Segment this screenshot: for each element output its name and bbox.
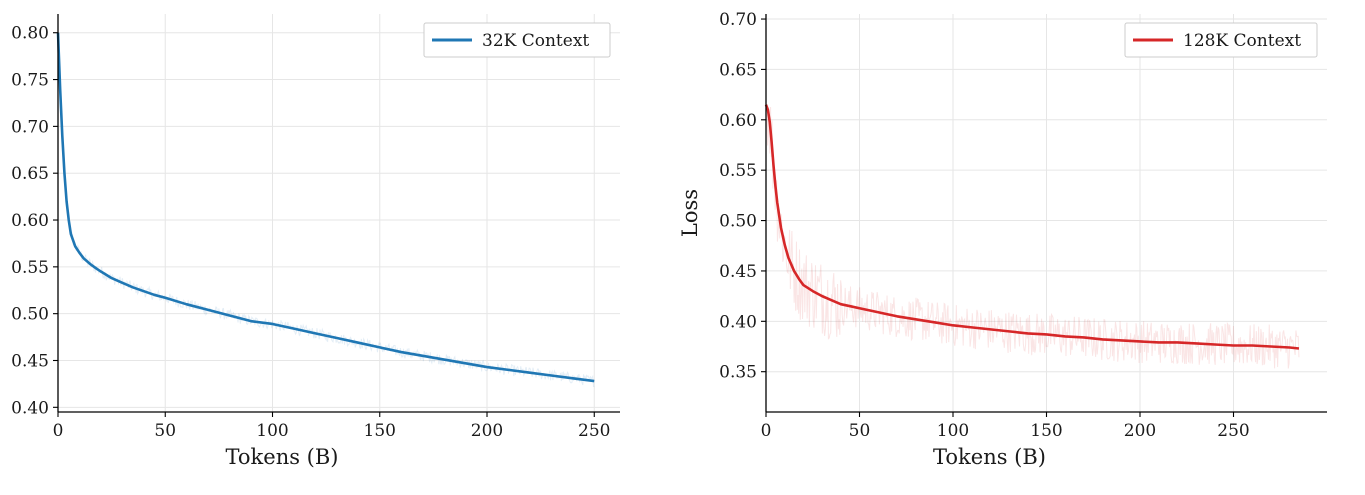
y-axis-title: Loss — [678, 189, 702, 237]
raw-loss-line — [765, 106, 1300, 369]
y-tick-label: 0.70 — [11, 117, 49, 137]
legend-label: 32K Context — [482, 31, 589, 51]
grid — [765, 14, 1327, 412]
y-tick-label: 0.50 — [719, 212, 757, 232]
y-tick-label: 0.40 — [11, 398, 49, 418]
x-tick-label: 0 — [761, 421, 772, 441]
y-tick-label: 0.65 — [11, 164, 49, 184]
legend-label: 128K Context — [1183, 31, 1301, 51]
series-line-32k-context — [56, 32, 595, 383]
y-tick-label: 0.65 — [719, 60, 757, 80]
y-tick-label: 0.50 — [11, 305, 49, 325]
y-tick-label: 0.60 — [719, 111, 757, 131]
y-tick-label: 0.55 — [11, 258, 49, 278]
raw-loss-band — [57, 30, 595, 388]
x-axis-title: Tokens (B) — [933, 445, 1046, 469]
y-tick-label: 0.35 — [719, 363, 757, 383]
y-tick-label: 0.40 — [719, 312, 757, 332]
series-line-128k-context — [764, 104, 1300, 350]
y-tick-label: 0.55 — [719, 161, 757, 181]
x-tick-label: 100 — [256, 421, 288, 441]
chart-panel-1: 0 50 100 150 200 250 0.40 0.45 0.50 0.55 0.60 0.65 0… — [11, 14, 620, 469]
y-tick-label: 0.45 — [719, 262, 757, 282]
x-tick-label: 150 — [364, 421, 396, 441]
x-tick-label: 150 — [1030, 421, 1062, 441]
y-tick-label: 0.80 — [11, 24, 49, 44]
legend: 32K Context — [423, 22, 611, 58]
y-tick-label: 0.70 — [719, 10, 757, 30]
y-tick-label: 0.45 — [11, 351, 49, 371]
chart-panel-2: 0 50 100 150 200 250 0.35 0.40 0.45 0.50 0.55 0.60 0… — [678, 10, 1327, 469]
raw-loss-line — [57, 30, 595, 388]
x-tick-label: 200 — [471, 421, 503, 441]
x-tick-label: 250 — [1217, 421, 1249, 441]
x-tick-label: 100 — [937, 421, 969, 441]
x-tick-label: 250 — [578, 421, 610, 441]
raw-loss-band — [765, 106, 1300, 369]
x-tick-label: 200 — [1124, 421, 1156, 441]
y-tick-label: 0.75 — [11, 71, 49, 91]
legend-box — [423, 22, 611, 58]
grid — [57, 14, 620, 412]
x-tick-label: 50 — [154, 421, 176, 441]
legend: 128K Context — [1124, 22, 1318, 58]
y-tick-label: 0.60 — [11, 211, 49, 231]
x-axis-title: Tokens (B) — [226, 445, 339, 469]
x-tick-label: 0 — [53, 421, 64, 441]
x-tick-label: 50 — [849, 421, 871, 441]
legend-box — [1124, 22, 1318, 58]
